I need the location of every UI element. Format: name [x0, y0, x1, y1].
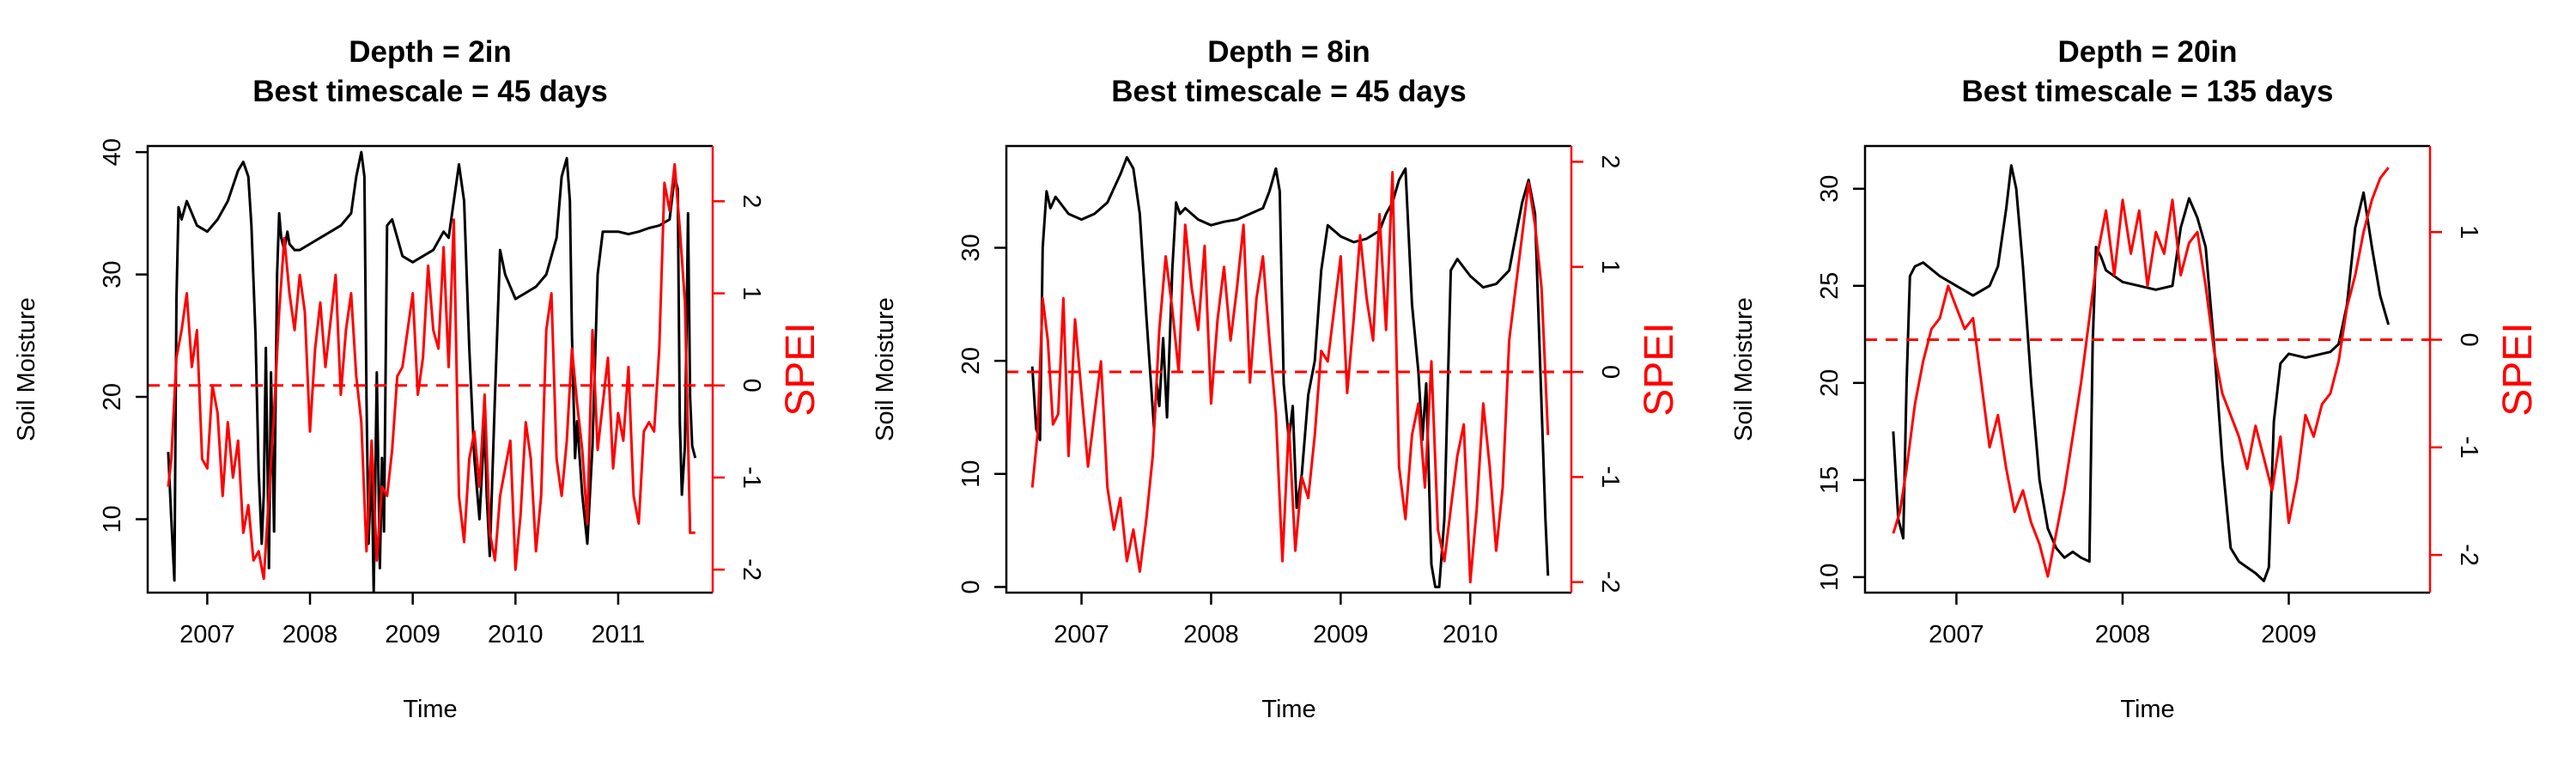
y2-tick-label: 0 [738, 379, 765, 393]
y2-tick-label: 0 [2455, 332, 2482, 346]
y-tick-label: 10 [99, 505, 126, 533]
y-tick-label: 40 [99, 138, 126, 166]
x-tick-label: 2009 [385, 621, 440, 648]
soil-moisture-series-line [167, 150, 697, 593]
y2-tick-label: 1 [738, 286, 765, 300]
x-tick-label: 2009 [2261, 621, 2317, 648]
y-axis-label: Soil Moisture [872, 297, 899, 441]
x-tick-label: 2009 [1313, 621, 1369, 648]
y-tick-label: 20 [1816, 369, 1844, 397]
x-tick-label: 2011 [592, 621, 645, 648]
y2-axis-label: SPEI [2495, 322, 2541, 416]
y2-tick-label: -2 [738, 558, 765, 581]
y-tick-label: 30 [1816, 175, 1844, 203]
x-tick-label: 2008 [283, 621, 338, 648]
chart-subtitle: Best timescale = 45 days [1111, 75, 1466, 108]
y-tick-label: 25 [1816, 272, 1844, 300]
x-tick-label: 2008 [1183, 621, 1239, 648]
y2-tick-label: 2 [738, 194, 765, 208]
y2-tick-label: -2 [2455, 544, 2482, 566]
x-tick-label: 2010 [1443, 621, 1498, 648]
y2-tick-label: 1 [1596, 260, 1624, 274]
y-tick-label: 15 [1816, 466, 1844, 494]
y-tick-label: 30 [99, 260, 126, 288]
y2-axis-label: SPEI [1637, 322, 1682, 416]
y2-tick-label: -1 [1596, 466, 1624, 489]
y2-tick-label: -1 [2455, 436, 2482, 459]
chart-panel-2: Depth = 8in Best timescale = 45 days 2007 2… [872, 35, 1682, 723]
chart-subtitle: Best timescale = 135 days [1962, 75, 2334, 108]
y-axis-label: Soil Moisture [13, 297, 40, 441]
soil-moisture-series-line [1892, 164, 2391, 582]
chart-title: Depth = 2in [349, 35, 512, 69]
y2-tick-label: 1 [2455, 225, 2482, 239]
plot-frame [146, 144, 713, 594]
y2-tick-label: 0 [1596, 365, 1624, 379]
y2-tick-label: -1 [738, 466, 765, 489]
y-tick-label: 20 [957, 347, 985, 374]
x-tick-label: 2007 [1054, 621, 1109, 648]
y-tick-label: 10 [1816, 563, 1844, 591]
plot-frame [1005, 144, 1571, 594]
x-tick-label: 2008 [2095, 621, 2151, 648]
plot-frame [1863, 144, 2430, 594]
spei-series-line [167, 162, 696, 581]
chart-subtitle: Best timescale = 45 days [252, 75, 607, 108]
chart-title: Depth = 20in [2057, 35, 2237, 69]
y-axis-label: Soil Moisture [1730, 297, 1758, 441]
x-axis-label: Time [403, 696, 457, 723]
x-tick-label: 2007 [1929, 621, 1984, 648]
y-tick-label: 20 [99, 383, 126, 411]
y2-tick-label: 2 [1596, 155, 1624, 168]
chart-panel-1: Depth = 2in Best timescale = 45 days 2007 2… [13, 35, 823, 723]
y-tick-label: 0 [957, 580, 985, 593]
y2-axis-label: SPEI [778, 322, 823, 416]
x-tick-label: 2007 [179, 621, 235, 648]
spei-series-line [1030, 171, 1550, 584]
chart-title: Depth = 8in [1207, 35, 1370, 69]
x-axis-label: Time [2120, 696, 2174, 723]
spei-series-line [1892, 167, 2390, 578]
y2-tick-label: -2 [1596, 571, 1624, 593]
x-axis-label: Time [1261, 696, 1315, 723]
y-tick-label: 10 [957, 460, 985, 488]
x-tick-label: 2010 [488, 621, 544, 648]
y-tick-label: 30 [957, 234, 985, 261]
